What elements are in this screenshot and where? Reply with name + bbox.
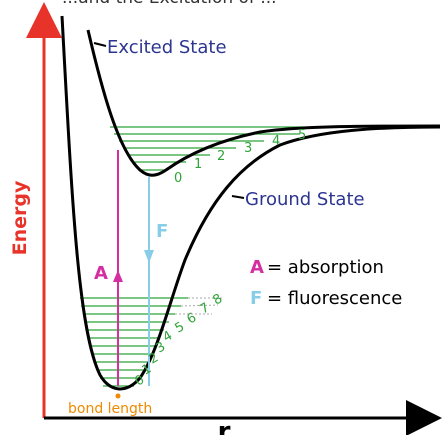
ground-level-number: 6 [185,310,200,327]
excited-state-curve [86,29,441,177]
ground-label-leader [231,195,245,199]
ground-level-number: 5 [173,319,188,336]
excited-state-label: Excited State [107,37,227,58]
legend-absorption-text: = absorption [267,257,384,278]
fluorescence-arrow-letter: F [156,221,168,242]
absorption-arrow-letter: A [94,263,108,284]
ground-level-number: 7 [198,300,213,317]
excited-level-number: 3 [244,141,252,156]
excited-level-number: 4 [272,134,280,149]
ground-level-number: 8 [211,291,226,308]
bond-length-dot [115,393,121,399]
legend-fluorescence-text: = fluorescence [267,288,402,309]
ground-state-curve [60,15,441,391]
r-axis-label: r [218,417,231,435]
fluorescence-arrowhead [144,250,154,263]
excited-level-numbers: 012 3 4 5 [174,128,306,186]
top-title-fragment: ...and the Excitation of ... [62,0,277,8]
ground-level-dotted-extensions [175,297,222,315]
ground-vibrational-levels [80,297,188,387]
excited-level-number: 1 [194,157,202,172]
legend-fluorescence-letter: F [250,288,262,309]
excited-level-number: 2 [217,149,225,164]
legend-absorption-letter: A [250,257,264,278]
excited-vibrational-levels [110,126,330,171]
excited-level-number: 0 [174,171,182,186]
energy-axis-label: Energy [9,180,31,255]
ground-state-label: Ground State [245,189,365,210]
bond-length-label: bond length [68,401,152,417]
absorption-arrowhead [113,270,123,282]
excited-level-number: 5 [298,128,306,143]
legend: A = absorption F = fluorescence [250,257,402,309]
excited-label-leader [93,42,107,47]
